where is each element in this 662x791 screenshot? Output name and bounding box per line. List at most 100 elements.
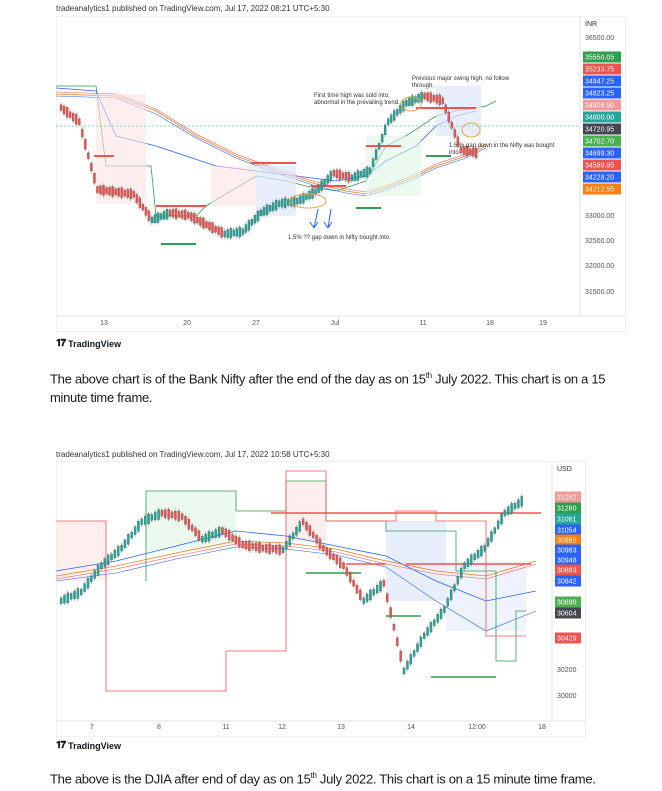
candle bbox=[106, 554, 110, 565]
candle bbox=[114, 188, 117, 195]
candle bbox=[105, 187, 108, 194]
candle bbox=[268, 205, 272, 212]
price-label-box bbox=[555, 513, 581, 525]
x-tick-label: Jul bbox=[331, 320, 340, 327]
candle bbox=[108, 187, 111, 196]
candle bbox=[295, 527, 298, 536]
candle bbox=[90, 575, 93, 582]
candle bbox=[96, 564, 100, 576]
candle bbox=[180, 513, 184, 520]
candle bbox=[87, 152, 90, 159]
x-tick-label: 18 bbox=[538, 724, 546, 731]
candle bbox=[513, 502, 517, 510]
candle bbox=[441, 97, 444, 104]
candle bbox=[75, 114, 78, 125]
publisher-line-1: tradeanalytics1 published on TradingView… bbox=[56, 4, 330, 13]
price-label: 34228.20 bbox=[585, 175, 614, 182]
candle bbox=[298, 521, 302, 532]
candle bbox=[433, 619, 436, 626]
price-label: 34702.70 bbox=[585, 139, 614, 146]
candle bbox=[453, 129, 457, 138]
djia-chart-svg[interactable]: USD 30200 30000 7 8 11 12 13 14 12:00 18 31262 31260… bbox=[56, 461, 586, 737]
candle bbox=[143, 516, 147, 525]
x-tick-label: 12 bbox=[278, 724, 286, 731]
candle bbox=[389, 607, 392, 618]
candle bbox=[414, 96, 417, 103]
candle bbox=[247, 220, 251, 231]
x-tick-label: 27 bbox=[252, 320, 260, 327]
candle bbox=[399, 105, 402, 114]
candle bbox=[250, 219, 254, 226]
candle bbox=[193, 213, 196, 224]
price-label: 30985 bbox=[557, 538, 577, 545]
candle bbox=[202, 217, 205, 229]
candle bbox=[144, 207, 148, 216]
candle bbox=[335, 169, 338, 179]
candle bbox=[66, 592, 70, 603]
candle bbox=[133, 526, 137, 535]
candle bbox=[178, 211, 181, 218]
candle bbox=[117, 188, 120, 197]
price-label: 34720.95 bbox=[585, 127, 614, 134]
candle bbox=[277, 200, 281, 207]
candle bbox=[299, 195, 302, 204]
candle bbox=[268, 543, 271, 554]
candle bbox=[359, 589, 362, 601]
candle bbox=[241, 541, 244, 548]
price-label: 35233.75 bbox=[585, 67, 614, 74]
candle bbox=[147, 210, 151, 221]
y-tick-label: 30200 bbox=[557, 667, 577, 674]
candle bbox=[468, 148, 472, 155]
candle bbox=[78, 118, 81, 125]
candle bbox=[449, 589, 453, 601]
candle bbox=[194, 527, 197, 536]
candle bbox=[130, 531, 133, 539]
tradingview-mark-icon: 𝟏𝟕 bbox=[56, 740, 66, 751]
candle bbox=[356, 170, 360, 181]
chart-bank-nifty[interactable]: Previous major swing high, no follow thr… bbox=[56, 16, 626, 332]
candle bbox=[191, 524, 194, 532]
candle bbox=[296, 198, 299, 205]
candle bbox=[278, 544, 281, 555]
candle bbox=[228, 530, 231, 541]
candle bbox=[426, 92, 429, 101]
price-label-box bbox=[555, 502, 581, 514]
candle bbox=[335, 555, 339, 564]
candle bbox=[450, 122, 454, 129]
candle bbox=[368, 167, 372, 174]
candle bbox=[165, 209, 169, 220]
candle bbox=[123, 189, 126, 197]
candle bbox=[265, 544, 268, 553]
x-tick-label: 20 bbox=[183, 320, 191, 327]
candle bbox=[338, 169, 341, 180]
candle bbox=[129, 188, 132, 199]
candle bbox=[387, 118, 390, 125]
price-label: 30948 bbox=[557, 558, 577, 565]
price-label: 34212.55 bbox=[585, 187, 614, 194]
candle bbox=[274, 200, 278, 211]
candle bbox=[226, 229, 229, 238]
annotation-previous-swing-high: Previous major swing high, no follow thr… bbox=[412, 76, 511, 89]
candle bbox=[423, 632, 426, 639]
currency-label: USD bbox=[557, 466, 572, 473]
candle bbox=[493, 527, 497, 534]
candle bbox=[466, 558, 470, 567]
candle bbox=[480, 545, 483, 557]
candle bbox=[311, 188, 314, 199]
candle bbox=[318, 538, 322, 549]
candle bbox=[102, 185, 105, 196]
tradingview-logo-1: 𝟏𝟕 TradingView bbox=[56, 338, 121, 349]
candle bbox=[446, 598, 449, 607]
x-tick-label: 18 bbox=[486, 320, 494, 327]
candle bbox=[365, 166, 369, 178]
candle bbox=[353, 172, 357, 181]
candle bbox=[241, 228, 245, 235]
candle bbox=[486, 538, 490, 547]
candle bbox=[190, 212, 193, 221]
bank-nifty-chart-svg[interactable]: Previous major swing high, no follow thr… bbox=[56, 16, 626, 332]
price-label-box bbox=[583, 183, 621, 195]
candle bbox=[453, 584, 456, 591]
candle bbox=[238, 226, 242, 238]
y-tick-label: 32000.00 bbox=[585, 263, 614, 270]
chart-djia[interactable]: USD 30200 30000 7 8 11 12 13 14 12:00 18 31262 31260… bbox=[56, 461, 586, 737]
